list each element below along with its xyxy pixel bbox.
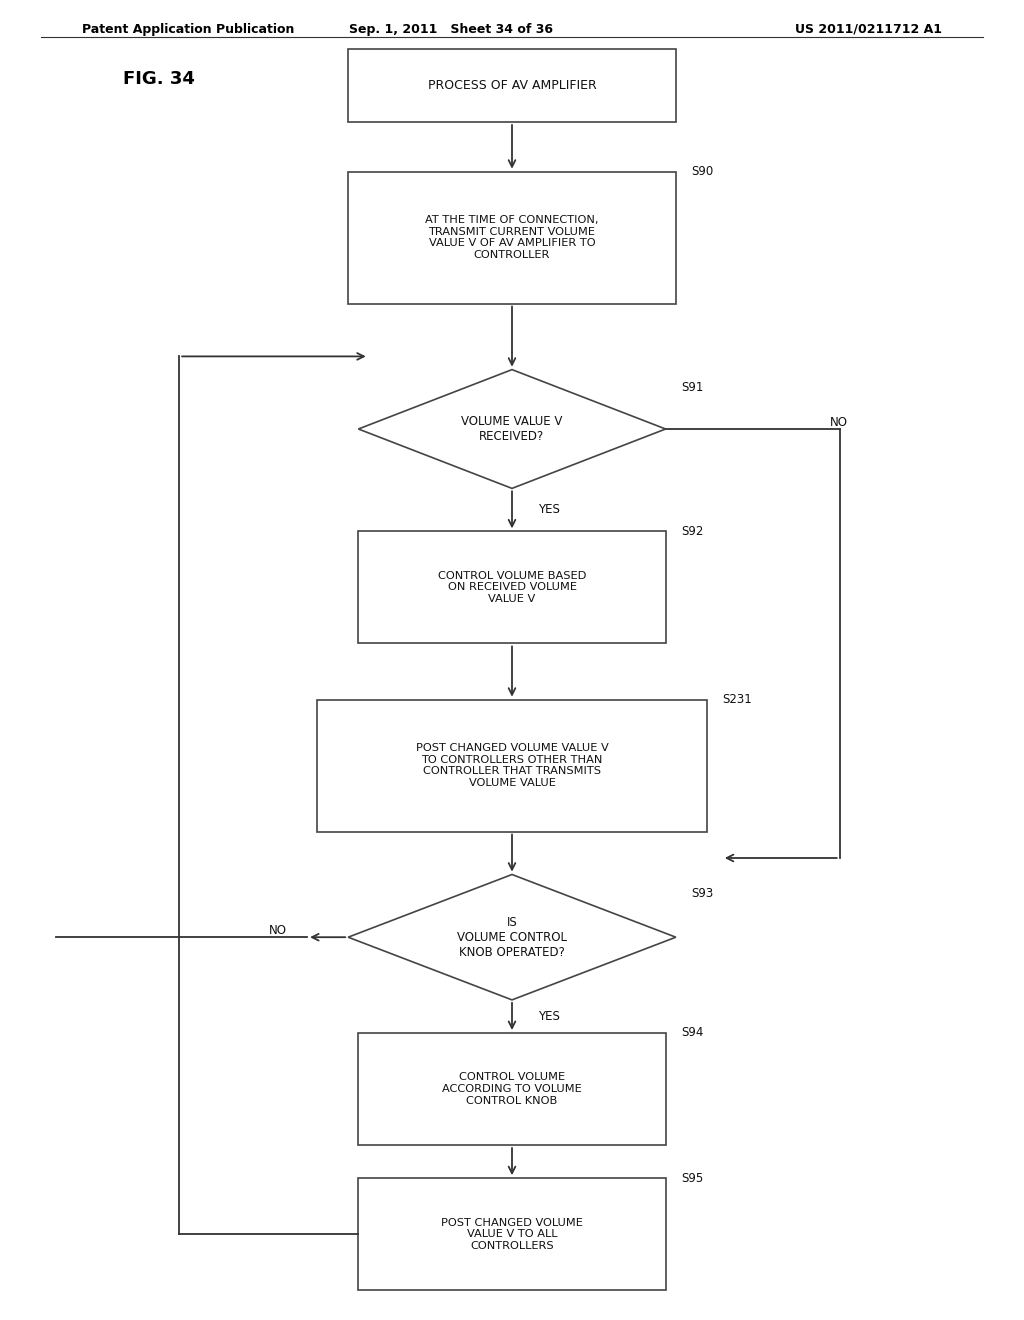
Text: S92: S92 (681, 524, 703, 537)
Text: YES: YES (538, 503, 559, 516)
FancyBboxPatch shape (358, 531, 666, 643)
FancyBboxPatch shape (358, 1032, 666, 1146)
Text: IS
VOLUME CONTROL
KNOB OPERATED?: IS VOLUME CONTROL KNOB OPERATED? (457, 916, 567, 958)
Polygon shape (358, 370, 666, 488)
Text: POST CHANGED VOLUME
VALUE V TO ALL
CONTROLLERS: POST CHANGED VOLUME VALUE V TO ALL CONTR… (441, 1217, 583, 1251)
Text: CONTROL VOLUME
ACCORDING TO VOLUME
CONTROL KNOB: CONTROL VOLUME ACCORDING TO VOLUME CONTR… (442, 1072, 582, 1106)
Text: S90: S90 (691, 165, 714, 178)
FancyBboxPatch shape (348, 172, 676, 304)
Text: YES: YES (538, 1010, 559, 1023)
Text: FIG. 34: FIG. 34 (123, 70, 195, 88)
FancyBboxPatch shape (358, 1177, 666, 1291)
Text: S93: S93 (691, 887, 714, 900)
Text: NO: NO (829, 416, 848, 429)
Polygon shape (348, 875, 676, 1001)
Text: AT THE TIME OF CONNECTION,
TRANSMIT CURRENT VOLUME
VALUE V OF AV AMPLIFIER TO
CO: AT THE TIME OF CONNECTION, TRANSMIT CURR… (425, 215, 599, 260)
Text: PROCESS OF AV AMPLIFIER: PROCESS OF AV AMPLIFIER (428, 79, 596, 92)
Text: S94: S94 (681, 1027, 703, 1039)
Text: S91: S91 (681, 381, 703, 395)
Text: CONTROL VOLUME BASED
ON RECEIVED VOLUME
VALUE V: CONTROL VOLUME BASED ON RECEIVED VOLUME … (438, 570, 586, 605)
Text: Sep. 1, 2011   Sheet 34 of 36: Sep. 1, 2011 Sheet 34 of 36 (348, 22, 553, 36)
FancyBboxPatch shape (348, 49, 676, 121)
Text: Patent Application Publication: Patent Application Publication (82, 22, 294, 36)
Text: S231: S231 (722, 693, 752, 706)
FancyBboxPatch shape (317, 700, 707, 832)
Text: POST CHANGED VOLUME VALUE V
TO CONTROLLERS OTHER THAN
CONTROLLER THAT TRANSMITS
: POST CHANGED VOLUME VALUE V TO CONTROLLE… (416, 743, 608, 788)
Text: US 2011/0211712 A1: US 2011/0211712 A1 (795, 22, 942, 36)
Text: S95: S95 (681, 1172, 703, 1184)
Text: NO: NO (268, 924, 287, 937)
Text: VOLUME VALUE V
RECEIVED?: VOLUME VALUE V RECEIVED? (462, 414, 562, 444)
